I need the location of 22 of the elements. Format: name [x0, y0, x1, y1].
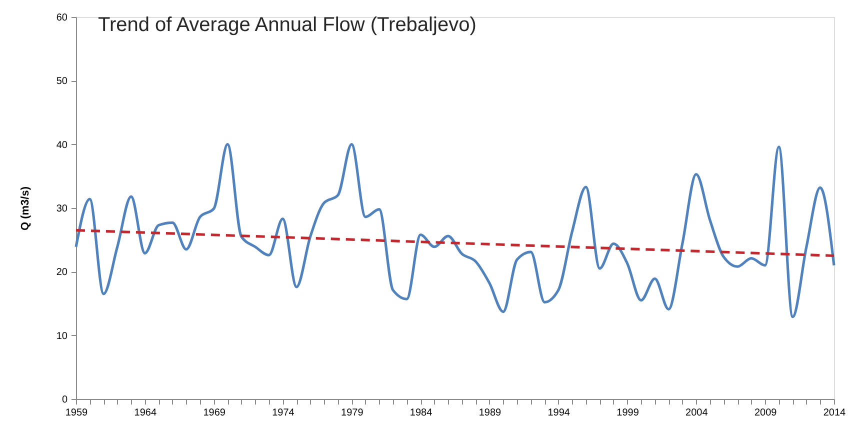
- x-tick-label: 2014: [823, 408, 846, 418]
- x-tick-label: 1999: [616, 408, 640, 418]
- chart-title: Trend of Average Annual Flow (Trebaljevo): [98, 14, 476, 36]
- line-series: [74, 143, 836, 318]
- x-tick-label: 1959: [65, 408, 88, 418]
- y-axis-title: Q (m3/s): [19, 186, 32, 231]
- x-tick-label: 1984: [410, 408, 433, 418]
- x-tick-label: 1994: [548, 408, 570, 418]
- y-tick-label: 40: [56, 140, 68, 151]
- y-tick-label: 20: [56, 267, 68, 278]
- x-tick-label: 1979: [341, 408, 364, 418]
- x-tick-label: 1964: [134, 408, 157, 418]
- x-tick-label: 1989: [478, 408, 502, 418]
- y-tick-label: 30: [56, 204, 68, 214]
- x-tick-label: 2004: [686, 408, 708, 418]
- x-tick-label: 1974: [272, 408, 295, 418]
- y-tick-label: 50: [56, 76, 68, 88]
- y-tick-label: 0: [62, 394, 68, 406]
- y-tick-label: 60: [56, 12, 68, 24]
- y-tick-label: 10: [56, 330, 68, 342]
- x-tick-label: 2009: [754, 408, 778, 418]
- x-tick-label: 1969: [203, 408, 226, 418]
